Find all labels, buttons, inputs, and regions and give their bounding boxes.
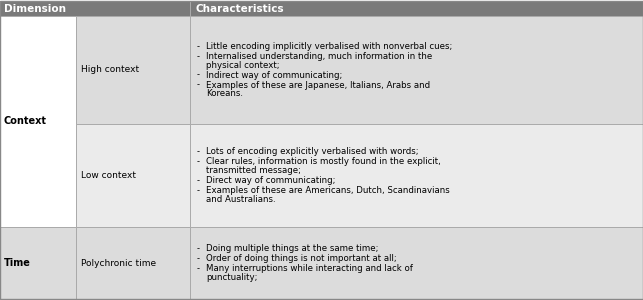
Bar <box>190 1 643 16</box>
Bar <box>76 16 190 124</box>
Text: Time: Time <box>4 258 31 268</box>
Text: Koreans.: Koreans. <box>206 89 243 98</box>
Text: transmitted message;: transmitted message; <box>206 166 301 175</box>
Bar <box>76 124 190 227</box>
Text: -: - <box>197 80 200 89</box>
Text: Lots of encoding explicitly verbalised with words;: Lots of encoding explicitly verbalised w… <box>206 148 419 157</box>
Text: Dimension: Dimension <box>4 4 66 14</box>
Text: Low context: Low context <box>81 171 136 180</box>
Bar <box>76 227 190 299</box>
Bar <box>0 16 76 227</box>
Text: punctuality;: punctuality; <box>206 273 257 282</box>
Text: Examples of these are Japanese, Italians, Arabs and: Examples of these are Japanese, Italians… <box>206 80 430 89</box>
Text: Polychronic time: Polychronic time <box>81 259 156 268</box>
Text: -: - <box>197 148 200 157</box>
Text: Doing multiple things at the same time;: Doing multiple things at the same time; <box>206 244 379 253</box>
Text: -: - <box>197 254 200 263</box>
Text: Indirect way of communicating;: Indirect way of communicating; <box>206 70 342 80</box>
Bar <box>190 16 643 124</box>
Text: Many interruptions while interacting and lack of: Many interruptions while interacting and… <box>206 264 413 273</box>
Text: physical context;: physical context; <box>206 61 280 70</box>
Text: Little encoding implicitly verbalised with nonverbal cues;: Little encoding implicitly verbalised wi… <box>206 42 453 51</box>
Text: -: - <box>197 52 200 61</box>
Text: Order of doing things is not important at all;: Order of doing things is not important a… <box>206 254 397 263</box>
Text: Context: Context <box>4 116 47 127</box>
Text: Direct way of communicating;: Direct way of communicating; <box>206 176 336 185</box>
Text: Internalised understanding, much information in the: Internalised understanding, much informa… <box>206 52 432 61</box>
Text: -: - <box>197 244 200 253</box>
Bar <box>0 227 76 299</box>
Text: -: - <box>197 186 200 195</box>
Text: -: - <box>197 70 200 80</box>
Text: -: - <box>197 42 200 51</box>
Text: Characteristics: Characteristics <box>196 4 285 14</box>
Text: -: - <box>197 176 200 185</box>
Text: -: - <box>197 264 200 273</box>
Bar <box>190 124 643 227</box>
Text: Clear rules, information is mostly found in the explicit,: Clear rules, information is mostly found… <box>206 158 440 166</box>
Text: -: - <box>197 158 200 166</box>
Text: High context: High context <box>81 65 139 74</box>
Text: Examples of these are Americans, Dutch, Scandinavians: Examples of these are Americans, Dutch, … <box>206 186 449 195</box>
Bar <box>0 1 190 16</box>
Text: and Australians.: and Australians. <box>206 194 276 203</box>
Bar <box>190 227 643 299</box>
